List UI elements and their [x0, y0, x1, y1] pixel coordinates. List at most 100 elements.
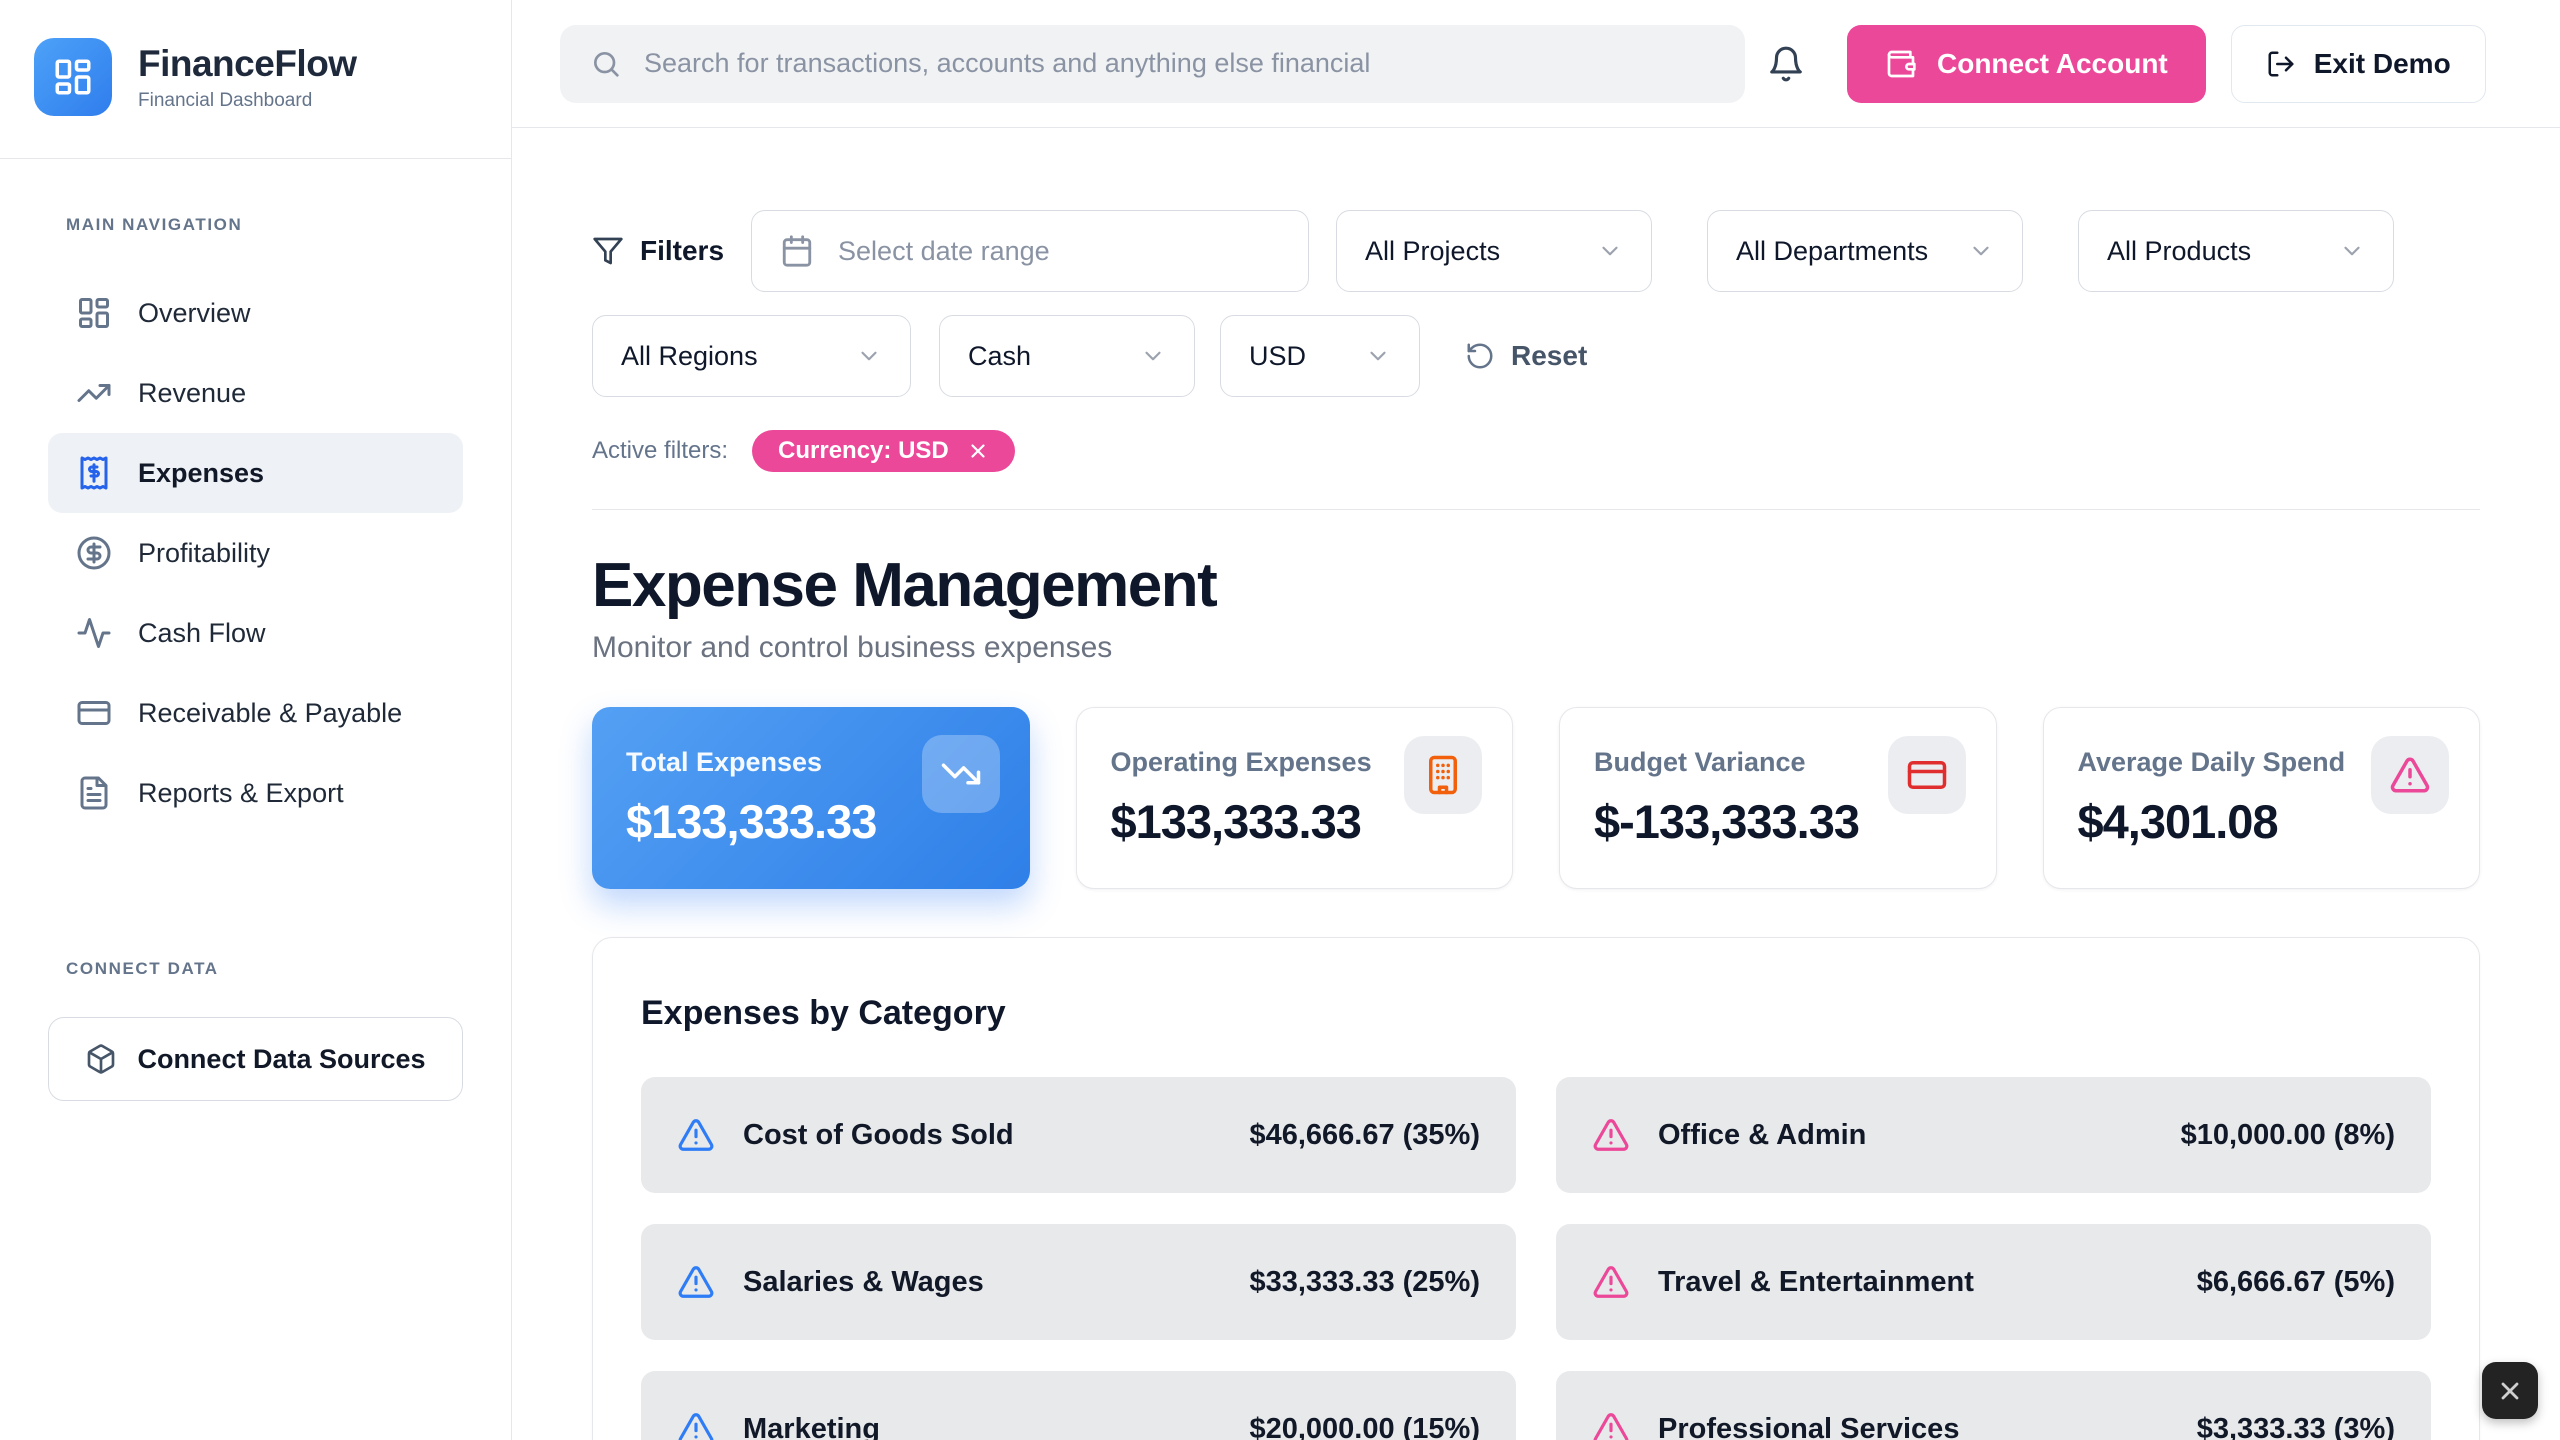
- projects-select-value: All Projects: [1365, 235, 1501, 266]
- main-area: Connect Account Exit Demo Filters Select…: [512, 0, 2560, 1440]
- connect-data-sources-label: Connect Data Sources: [137, 1043, 426, 1074]
- category-value: $6,666.67 (5%): [2196, 1265, 2395, 1298]
- chevron-down-icon: [856, 343, 882, 369]
- category-name: Marketing: [743, 1412, 880, 1440]
- rotate-ccw-icon: [1465, 341, 1495, 371]
- sidebar-item-label: Cash Flow: [138, 617, 266, 648]
- activity-icon: [76, 615, 112, 651]
- overlay-close-button[interactable]: [2482, 1362, 2538, 1419]
- stat-value: $-133,333.33: [1594, 795, 1860, 849]
- layout-dashboard-icon: [76, 295, 112, 331]
- currency-select-value: USD: [1249, 340, 1307, 371]
- brand-name: FinanceFlow: [138, 42, 357, 84]
- category-name: Travel & Entertainment: [1658, 1265, 1974, 1298]
- exit-demo-button[interactable]: Exit Demo: [2230, 24, 2486, 103]
- category-value: $10,000.00 (8%): [2180, 1118, 2395, 1151]
- alert-triangle-icon: [677, 1116, 715, 1154]
- main-navigation: Overview Revenue Expenses Profitability …: [0, 273, 511, 833]
- products-select[interactable]: All Products: [2078, 210, 2395, 292]
- sidebar-item-receivable-payable[interactable]: Receivable & Payable: [48, 673, 463, 753]
- category-value: $3,333.33 (3%): [2196, 1412, 2395, 1440]
- expenses-by-category-title: Expenses by Category: [641, 994, 1006, 1033]
- stat-label: Budget Variance: [1594, 747, 1806, 778]
- sidebar: FinanceFlow Financial Dashboard MAIN NAV…: [0, 0, 512, 1440]
- departments-select-value: All Departments: [1736, 235, 1929, 266]
- active-filters-row: Active filters: Currency: USD: [592, 430, 2480, 472]
- sidebar-item-cash-flow[interactable]: Cash Flow: [48, 593, 463, 673]
- category-grid: Cost of Goods Sold $46,666.67 (35%) Offi…: [641, 1077, 2431, 1440]
- chevron-down-icon: [1597, 238, 1623, 264]
- currency-select[interactable]: USD: [1220, 315, 1420, 397]
- funnel-icon: [592, 235, 624, 267]
- page-content: Filters Select date range All Projects A…: [512, 128, 2560, 1440]
- connect-data-sources-button[interactable]: Connect Data Sources: [48, 1017, 463, 1101]
- building-icon: [1422, 754, 1464, 796]
- currency-filter-chip[interactable]: Currency: USD: [752, 430, 1015, 472]
- sidebar-item-overview[interactable]: Overview: [48, 273, 463, 353]
- connect-section-header: CONNECT DATA: [66, 959, 219, 978]
- reset-label: Reset: [1511, 340, 1588, 371]
- sidebar-item-reports-export[interactable]: Reports & Export: [48, 753, 463, 833]
- stat-cards: Total Expenses $133,333.33 Operating Exp…: [592, 707, 2480, 890]
- category-value: $20,000.00 (15%): [1249, 1412, 1480, 1440]
- page-subtitle: Monitor and control business expenses: [592, 631, 1113, 665]
- category-row-salaries-wages: Salaries & Wages $33,333.33 (25%): [641, 1224, 1516, 1341]
- stat-card-operating-expenses: Operating Expenses $133,333.33: [1075, 707, 1513, 890]
- active-filters-label: Active filters:: [592, 437, 729, 464]
- filters-label-text: Filters: [640, 235, 725, 266]
- notifications-button[interactable]: [1767, 45, 1805, 83]
- search-icon: [590, 48, 622, 80]
- departments-select[interactable]: All Departments: [1707, 210, 2024, 292]
- category-value: $33,333.33 (25%): [1249, 1265, 1480, 1298]
- sidebar-item-label: Reports & Export: [138, 777, 344, 808]
- filters-label: Filters: [592, 235, 724, 267]
- category-row-professional-services: Professional Services $3,333.33 (3%): [1556, 1371, 2431, 1440]
- stat-value: $133,333.33: [626, 795, 877, 849]
- credit-card-icon: [1906, 754, 1948, 796]
- category-row-office-admin: Office & Admin $10,000.00 (8%): [1556, 1077, 2431, 1194]
- category-name: Office & Admin: [1658, 1118, 1867, 1151]
- stat-label: Operating Expenses: [1110, 747, 1372, 778]
- category-name: Cost of Goods Sold: [743, 1118, 1014, 1151]
- sidebar-item-label: Revenue: [138, 377, 247, 408]
- receipt-icon: [76, 455, 112, 491]
- alert-triangle-icon: [1592, 1116, 1630, 1154]
- chevron-down-icon: [2339, 238, 2365, 264]
- regions-select[interactable]: All Regions: [592, 315, 911, 397]
- search-input[interactable]: [644, 48, 1715, 79]
- category-name: Salaries & Wages: [743, 1265, 984, 1298]
- stat-icon-box: [1887, 736, 1966, 815]
- section-divider: [592, 509, 2480, 510]
- close-icon[interactable]: [967, 440, 989, 462]
- sidebar-item-label: Overview: [138, 297, 251, 328]
- sidebar-item-profitability[interactable]: Profitability: [48, 513, 463, 593]
- circle-dollar-icon: [76, 535, 112, 571]
- brand-subtitle: Financial Dashboard: [138, 89, 313, 111]
- date-range-input[interactable]: Select date range: [751, 210, 1310, 292]
- products-select-value: All Products: [2107, 235, 2252, 266]
- regions-select-value: All Regions: [621, 340, 758, 371]
- exit-demo-label: Exit Demo: [2313, 47, 2451, 79]
- logout-icon: [2266, 49, 2296, 79]
- projects-select[interactable]: All Projects: [1336, 210, 1653, 292]
- file-text-icon: [76, 775, 112, 811]
- sidebar-item-label: Profitability: [138, 537, 271, 568]
- reset-filters-button[interactable]: Reset: [1465, 340, 1587, 372]
- connect-data-section: CONNECT DATA Connect Data Sources: [0, 959, 511, 1141]
- brand-text: FinanceFlow Financial Dashboard: [138, 43, 357, 112]
- connect-account-button[interactable]: Connect Account: [1847, 24, 2206, 103]
- payment-method-select[interactable]: Cash: [939, 315, 1195, 397]
- chevron-down-icon: [1968, 238, 1994, 264]
- stat-value: $133,333.33: [1110, 795, 1362, 849]
- nav-section-header: MAIN NAVIGATION: [66, 215, 243, 234]
- stat-card-budget-variance: Budget Variance $-133,333.33: [1559, 707, 1997, 890]
- trending-up-icon: [76, 375, 112, 411]
- wallet-icon: [1885, 48, 1917, 80]
- brand-header: FinanceFlow Financial Dashboard: [0, 0, 511, 159]
- sidebar-item-label: Receivable & Payable: [138, 697, 403, 728]
- sidebar-item-expenses[interactable]: Expenses: [48, 433, 463, 513]
- filters-row-1: Filters Select date range All Projects A…: [592, 210, 2480, 292]
- sidebar-item-revenue[interactable]: Revenue: [48, 353, 463, 433]
- close-icon: [2496, 1377, 2524, 1405]
